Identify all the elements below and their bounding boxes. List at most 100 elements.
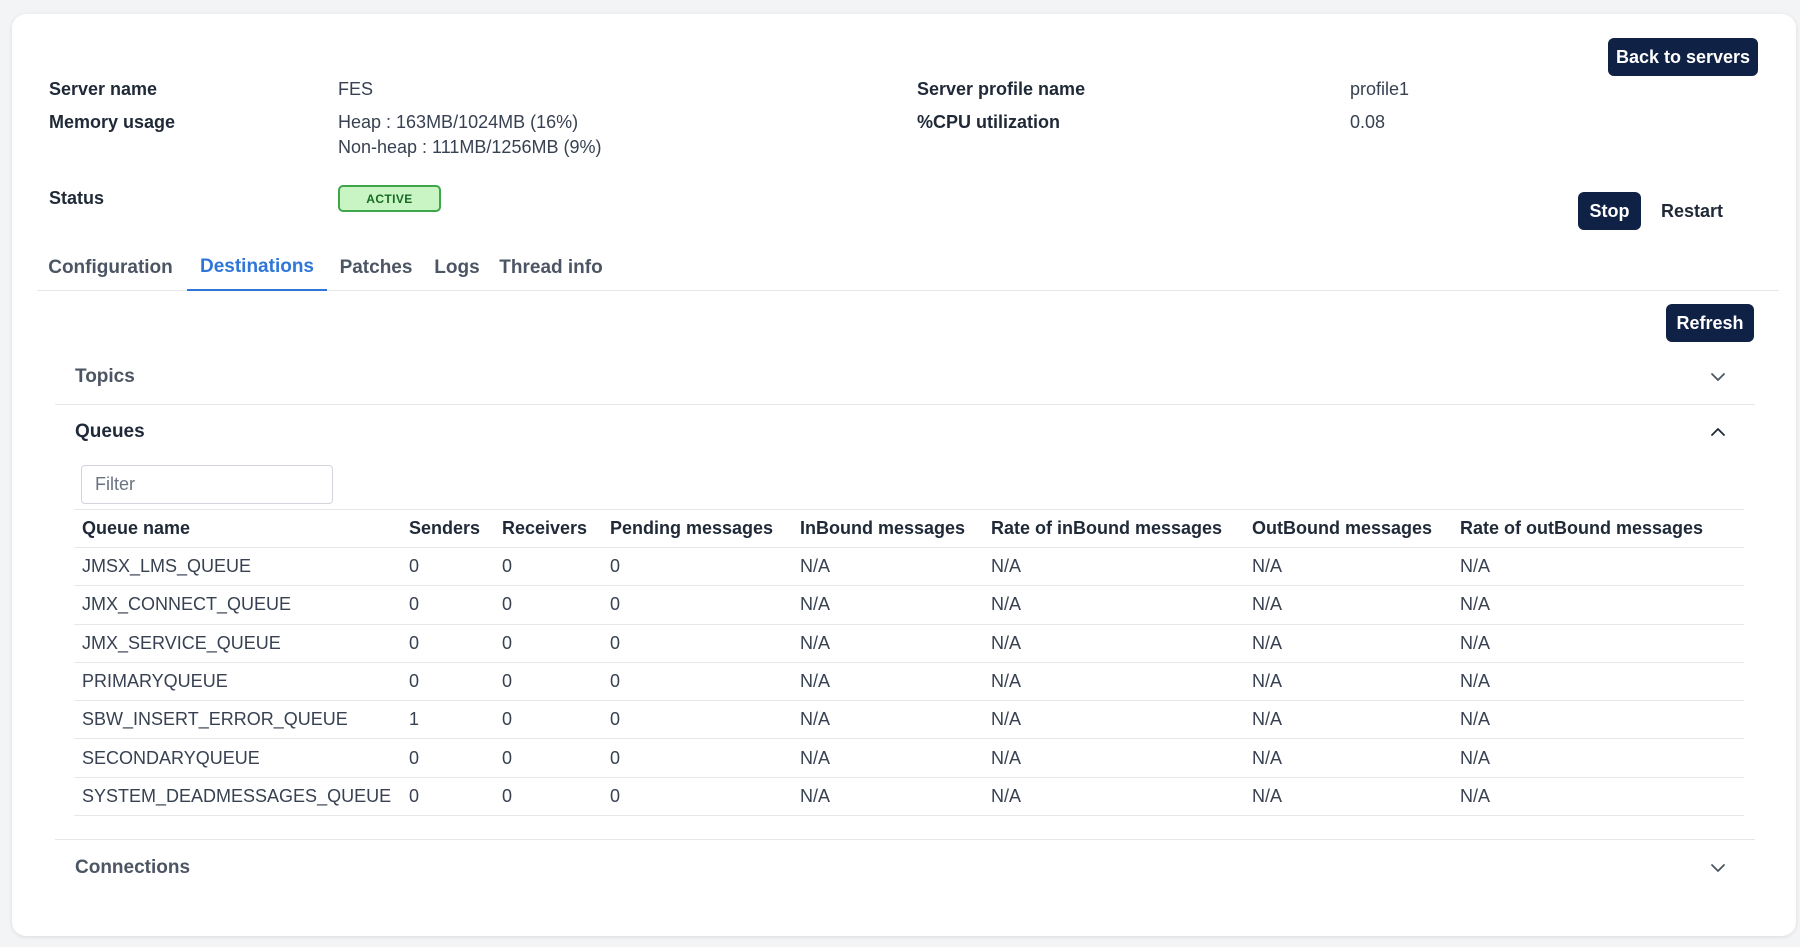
- table-cell: N/A: [983, 700, 1244, 740]
- table-cell: 0: [602, 738, 792, 778]
- table-cell: SBW_INSERT_ERROR_QUEUE: [74, 700, 401, 740]
- status-badge: ACTIVE: [338, 185, 441, 212]
- cpu-utilization-value: 0.08: [1350, 112, 1386, 132]
- table-cell: N/A: [792, 700, 983, 740]
- table-cell: 0: [494, 624, 602, 663]
- table-cell: 0: [401, 738, 494, 778]
- table-cell: JMSX_LMS_QUEUE: [74, 547, 401, 587]
- column-header-pending-messages[interactable]: Pending messages: [602, 509, 792, 548]
- chevron-down-icon: [1711, 373, 1725, 381]
- queue-filter-input[interactable]: [81, 465, 333, 504]
- column-header-senders[interactable]: Senders: [401, 509, 494, 548]
- table-cell: N/A: [792, 585, 983, 625]
- table-cell: 0: [401, 662, 494, 702]
- queues-table-body: JMSX_LMS_QUEUE 0 0 0 N/A N/A N/A N/A JMX_CONNECT…: [74, 547, 1744, 817]
- table-cell: 0: [494, 585, 602, 625]
- table-cell: 0: [602, 547, 792, 587]
- table-row: PRIMARYQUEUE 0 0 0 N/A N/A N/A N/A: [74, 662, 1744, 702]
- table-cell: N/A: [983, 547, 1244, 587]
- table-cell: N/A: [792, 777, 983, 817]
- table-cell: N/A: [1244, 547, 1452, 587]
- stop-button[interactable]: Stop: [1578, 192, 1641, 230]
- tab-patches[interactable]: Patches: [339, 256, 413, 278]
- server-profile-label: Server profile name: [917, 79, 1086, 99]
- table-header-row: Queue name Senders Receivers Pending mes…: [74, 509, 1744, 548]
- column-header-inbound-messages[interactable]: InBound messages: [792, 509, 983, 548]
- table-cell: 1: [401, 700, 494, 740]
- server-name-value: FES: [338, 79, 374, 99]
- table-cell: 0: [401, 585, 494, 625]
- table-cell: N/A: [1452, 547, 1744, 587]
- tab-logs[interactable]: Logs: [434, 256, 480, 278]
- column-header-receivers[interactable]: Receivers: [494, 509, 602, 548]
- topics-section-title: Topics: [75, 366, 135, 387]
- table-cell: N/A: [1452, 585, 1744, 625]
- table-cell: 0: [602, 585, 792, 625]
- table-cell: 0: [401, 547, 494, 587]
- tab-destinations[interactable]: Destinations: [187, 244, 327, 291]
- table-cell: SECONDARYQUEUE: [74, 738, 401, 778]
- table-cell: PRIMARYQUEUE: [74, 662, 401, 702]
- table-cell: JMX_SERVICE_QUEUE: [74, 624, 401, 663]
- table-cell: 0: [494, 662, 602, 702]
- table-cell: N/A: [792, 662, 983, 702]
- tab-bar: Configuration Destinations Patches Logs …: [37, 244, 1779, 291]
- table-cell: N/A: [983, 662, 1244, 702]
- table-cell: SYSTEM_DEADMESSAGES_QUEUE: [74, 777, 401, 817]
- table-cell: N/A: [983, 624, 1244, 663]
- table-cell: N/A: [792, 738, 983, 778]
- table-cell: 0: [401, 624, 494, 663]
- tab-thread-info[interactable]: Thread info: [499, 256, 603, 278]
- table-cell: N/A: [1244, 777, 1452, 817]
- server-name-label: Server name: [49, 79, 158, 99]
- column-header-outbound-messages[interactable]: OutBound messages: [1244, 509, 1452, 548]
- table-row: SBW_INSERT_ERROR_QUEUE 1 0 0 N/A N/A N/A N/A: [74, 700, 1744, 740]
- chevron-down-icon: [1711, 864, 1725, 872]
- restart-button[interactable]: Restart: [1660, 200, 1724, 221]
- table-cell: 0: [494, 700, 602, 740]
- table-cell: 0: [602, 624, 792, 663]
- memory-heap-value: Heap : 163MB/1024MB (16%): [338, 112, 579, 132]
- column-header-queue-name[interactable]: Queue name: [74, 509, 401, 548]
- table-cell: 0: [494, 547, 602, 587]
- table-cell: N/A: [1244, 700, 1452, 740]
- table-cell: N/A: [792, 624, 983, 663]
- memory-nonheap-value: Non-heap : 111MB/1256MB (9%): [338, 137, 602, 157]
- refresh-button[interactable]: Refresh: [1666, 304, 1754, 342]
- cpu-utilization-label: %CPU utilization: [917, 112, 1060, 132]
- table-cell: 0: [494, 738, 602, 778]
- queues-section-header[interactable]: Queues: [55, 406, 1755, 458]
- table-cell: N/A: [983, 777, 1244, 817]
- connections-section-title: Connections: [75, 857, 191, 878]
- table-cell: N/A: [1244, 738, 1452, 778]
- memory-usage-label: Memory usage: [49, 112, 176, 132]
- table-cell: N/A: [1244, 585, 1452, 625]
- column-header-rate-outbound[interactable]: Rate of outBound messages: [1452, 509, 1744, 548]
- table-row: SECONDARYQUEUE 0 0 0 N/A N/A N/A N/A: [74, 738, 1744, 778]
- table-row: SYSTEM_DEADMESSAGES_QUEUE 0 0 0 N/A N/A N/A N/A: [74, 777, 1744, 817]
- tab-configuration[interactable]: Configuration: [48, 256, 173, 278]
- table-row: JMX_SERVICE_QUEUE 0 0 0 N/A N/A N/A N/A: [74, 624, 1744, 663]
- column-header-rate-inbound[interactable]: Rate of inBound messages: [983, 509, 1244, 548]
- connections-section-header[interactable]: Connections: [55, 842, 1755, 894]
- table-cell: N/A: [1244, 662, 1452, 702]
- table-cell: N/A: [1452, 738, 1744, 778]
- table-cell: N/A: [1452, 777, 1744, 817]
- table-cell: N/A: [983, 738, 1244, 778]
- queues-section-title: Queues: [75, 421, 145, 442]
- table-cell: N/A: [1452, 624, 1744, 663]
- table-cell: N/A: [983, 585, 1244, 625]
- table-cell: N/A: [792, 547, 983, 587]
- back-to-servers-button[interactable]: Back to servers: [1608, 38, 1758, 76]
- topics-section-header[interactable]: Topics: [55, 351, 1755, 403]
- chevron-up-icon: [1711, 428, 1725, 436]
- section-divider: [55, 404, 1755, 405]
- table-cell: 0: [602, 777, 792, 817]
- table-cell: JMX_CONNECT_QUEUE: [74, 585, 401, 625]
- table-cell: 0: [401, 777, 494, 817]
- table-cell: 0: [602, 662, 792, 702]
- queues-table: Queue name Senders Receivers Pending mes…: [74, 509, 1744, 817]
- table-cell: N/A: [1244, 624, 1452, 663]
- table-row: JMX_CONNECT_QUEUE 0 0 0 N/A N/A N/A N/A: [74, 585, 1744, 625]
- table-cell: 0: [494, 777, 602, 817]
